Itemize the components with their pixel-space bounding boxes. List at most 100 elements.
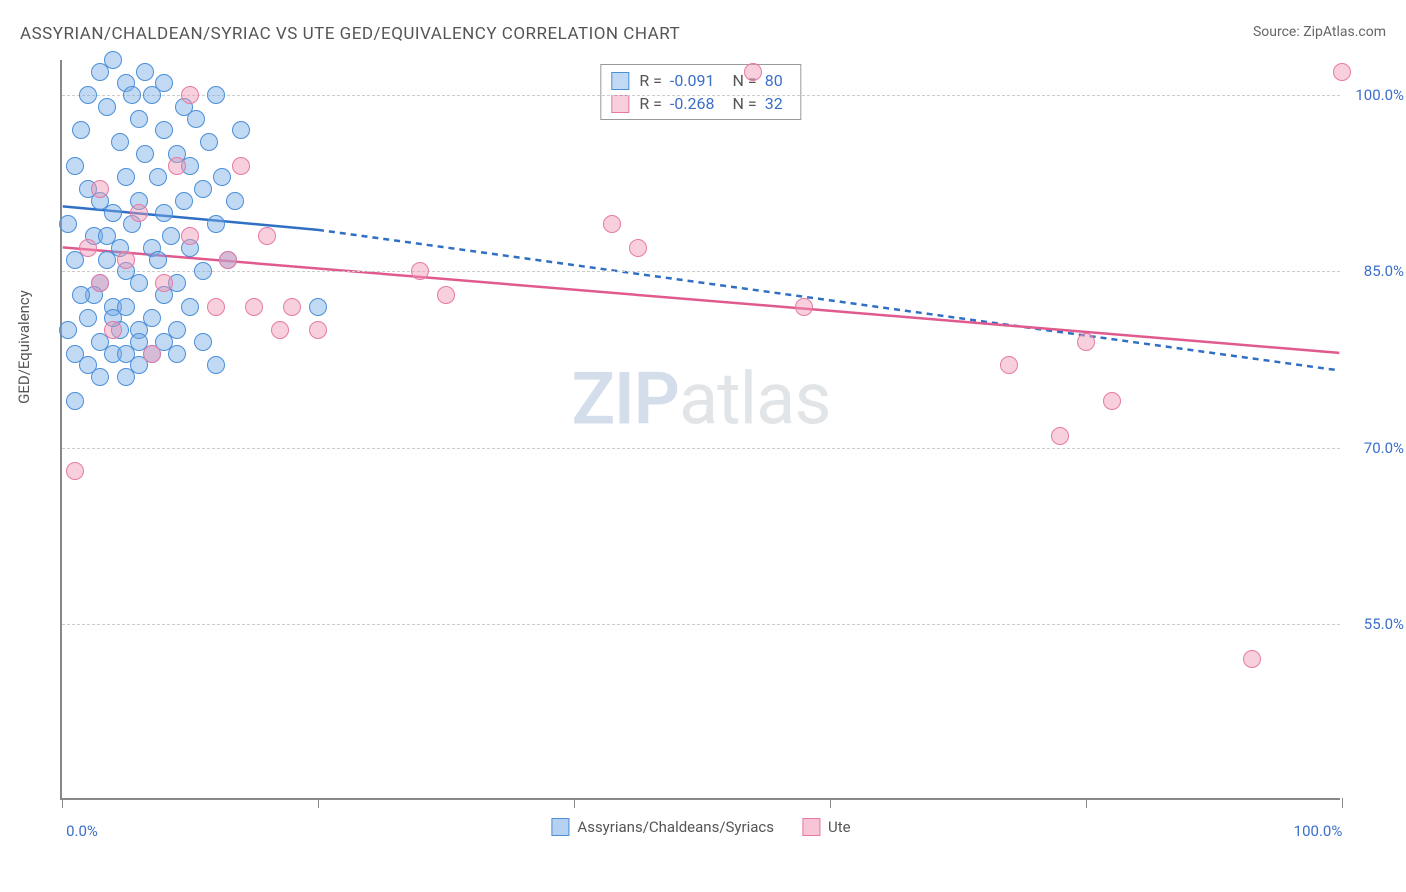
swatch-icon	[551, 818, 569, 836]
scatter-point	[1000, 356, 1018, 374]
scatter-point	[168, 321, 186, 339]
scatter-point	[66, 392, 84, 410]
scatter-point	[309, 298, 327, 316]
x-tick	[62, 798, 63, 808]
scatter-point	[1077, 333, 1095, 351]
stat-r-label: R =	[639, 71, 662, 90]
gridline	[62, 271, 1340, 272]
scatter-point	[79, 86, 97, 104]
scatter-point	[1051, 427, 1069, 445]
chart-title: ASSYRIAN/CHALDEAN/SYRIAC VS UTE GED/EQUI…	[20, 24, 680, 44]
stat-n-value: 32	[765, 94, 783, 113]
scatter-point	[168, 345, 186, 363]
scatter-point	[437, 286, 455, 304]
scatter-point	[143, 345, 161, 363]
scatter-point	[91, 180, 109, 198]
swatch-icon	[802, 818, 820, 836]
stat-r-value: -0.091	[670, 71, 715, 90]
scatter-point	[155, 204, 173, 222]
scatter-point	[744, 63, 762, 81]
scatter-point	[207, 215, 225, 233]
x-tick	[830, 798, 831, 808]
scatter-point	[136, 145, 154, 163]
legend-label: Assyrians/Chaldeans/Syriacs	[577, 818, 774, 836]
scatter-point	[232, 157, 250, 175]
scatter-point	[175, 192, 193, 210]
scatter-point	[155, 274, 173, 292]
scatter-point	[1333, 63, 1351, 81]
scatter-point	[194, 262, 212, 280]
scatter-point	[104, 51, 122, 69]
scatter-point	[181, 298, 199, 316]
scatter-point	[200, 133, 218, 151]
scatter-point	[207, 298, 225, 316]
gridline	[62, 624, 1340, 625]
scatter-point	[194, 333, 212, 351]
scatter-point	[187, 110, 205, 128]
legend-label: Ute	[828, 818, 851, 836]
scatter-point	[411, 262, 429, 280]
scatter-point	[258, 227, 276, 245]
scatter-point	[283, 298, 301, 316]
scatter-point	[181, 227, 199, 245]
swatch-icon	[611, 72, 629, 90]
scatter-point	[130, 204, 148, 222]
scatter-point	[117, 251, 135, 269]
scatter-point	[271, 321, 289, 339]
x-tick	[1342, 798, 1343, 808]
scatter-point	[629, 239, 647, 257]
source-label: Source: ZipAtlas.com	[1253, 24, 1386, 40]
scatter-point	[207, 86, 225, 104]
scatter-point	[219, 251, 237, 269]
scatter-point	[79, 309, 97, 327]
scatter-point	[79, 239, 97, 257]
stat-r-value: -0.268	[670, 94, 715, 113]
scatter-point	[149, 251, 167, 269]
stats-row: R =-0.091N =80	[611, 69, 790, 92]
y-axis-label: GED/Equivalency	[15, 290, 33, 404]
scatter-point	[181, 86, 199, 104]
scatter-point	[245, 298, 263, 316]
scatter-point	[66, 462, 84, 480]
y-tick-label: 55.0%	[1364, 615, 1404, 633]
legend-item: Assyrians/Chaldeans/Syriacs	[551, 818, 774, 836]
x-tick-label: 0.0%	[66, 822, 98, 840]
plot-area: GED/Equivalency ZIPatlas R =-0.091N =80R…	[60, 60, 1340, 800]
scatter-point	[59, 215, 77, 233]
scatter-point	[168, 157, 186, 175]
scatter-point	[91, 274, 109, 292]
stat-r-label: R =	[639, 94, 662, 113]
scatter-point	[111, 133, 129, 151]
scatter-point	[117, 298, 135, 316]
scatter-point	[79, 356, 97, 374]
gridline	[62, 448, 1340, 449]
scatter-point	[162, 227, 180, 245]
scatter-point	[98, 98, 116, 116]
scatter-point	[155, 74, 173, 92]
scatter-point	[136, 63, 154, 81]
scatter-point	[104, 204, 122, 222]
scatter-point	[226, 192, 244, 210]
legend-item: Ute	[802, 818, 851, 836]
x-tick	[318, 798, 319, 808]
scatter-point	[232, 121, 250, 139]
scatter-point	[149, 168, 167, 186]
scatter-point	[130, 110, 148, 128]
regression-lines	[62, 60, 1340, 798]
x-tick	[1086, 798, 1087, 808]
scatter-point	[143, 309, 161, 327]
swatch-icon	[611, 95, 629, 113]
scatter-point	[130, 274, 148, 292]
y-tick-label: 100.0%	[1355, 86, 1404, 104]
scatter-point	[207, 356, 225, 374]
scatter-point	[72, 121, 90, 139]
stats-legend: R =-0.091N =80R =-0.268N =32	[600, 64, 801, 120]
x-tick	[574, 798, 575, 808]
scatter-point	[603, 215, 621, 233]
series-legend: Assyrians/Chaldeans/Syriacs Ute	[551, 818, 850, 836]
y-tick-label: 70.0%	[1364, 439, 1404, 457]
scatter-point	[104, 321, 122, 339]
gridline	[62, 95, 1340, 96]
scatter-point	[155, 121, 173, 139]
scatter-point	[66, 157, 84, 175]
